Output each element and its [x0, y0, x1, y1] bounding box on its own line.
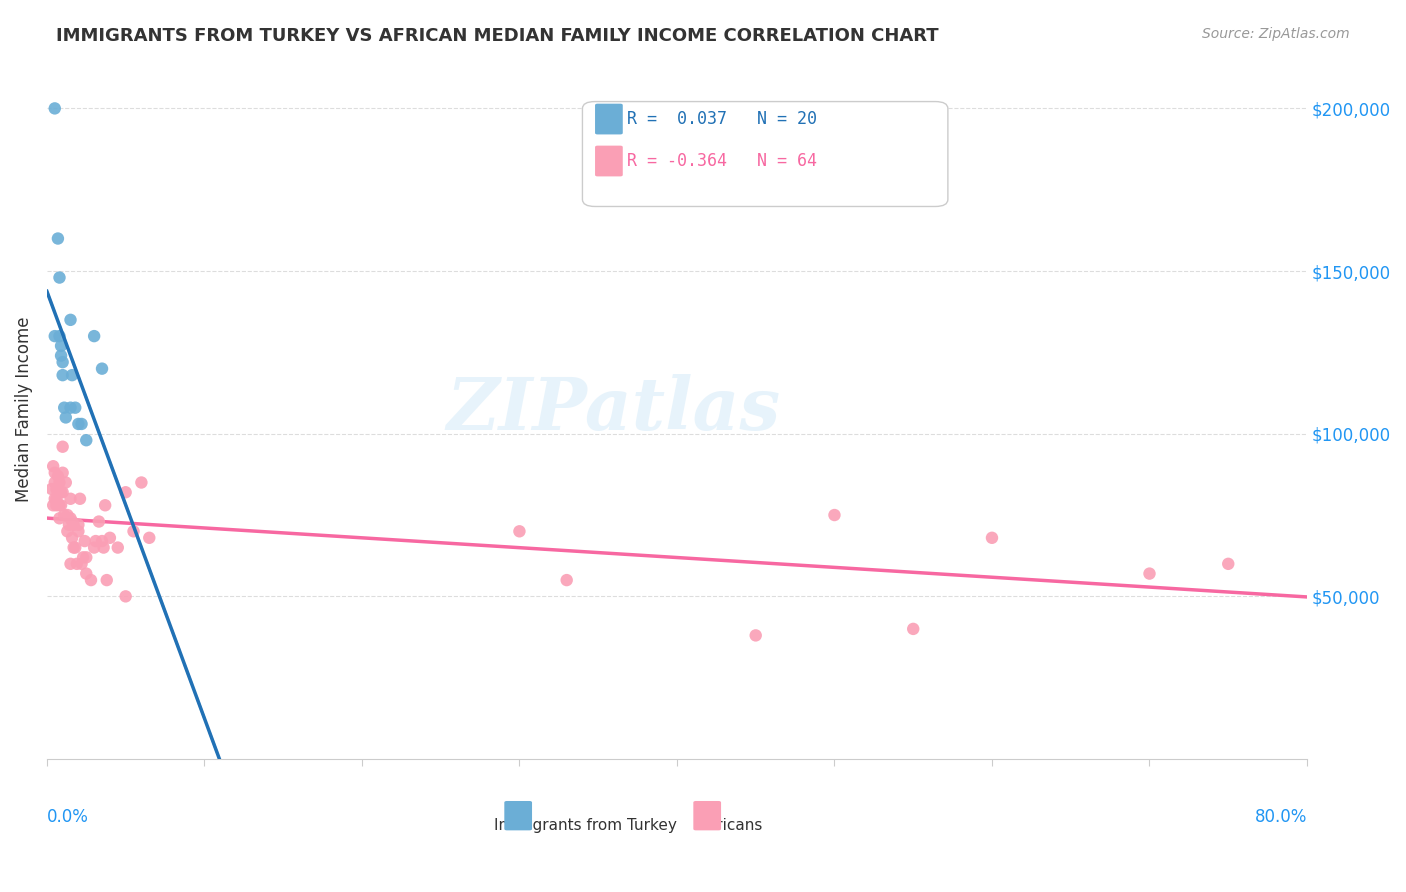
Point [91, 361, 114, 376]
Text: R = -0.364   N = 64: R = -0.364 N = 64 [627, 152, 817, 170]
Point [44, 329, 66, 343]
Point [60, 531, 83, 545]
Point [44, 475, 66, 490]
Point [49, 339, 72, 353]
Point [49, 349, 72, 363]
Point [62, 517, 84, 532]
Point [73, 534, 96, 549]
Point [44, 466, 66, 480]
Point [45, 498, 67, 512]
Point [508, 524, 530, 539]
Point [49, 498, 72, 512]
Point [1139, 566, 1161, 581]
Point [96, 573, 118, 587]
Point [903, 622, 925, 636]
Point [80, 573, 103, 587]
FancyBboxPatch shape [582, 102, 948, 206]
Point [52, 355, 75, 369]
Point [83, 541, 105, 555]
Point [70, 417, 93, 431]
Point [69, 491, 91, 506]
Point [44, 491, 66, 506]
Point [49, 485, 72, 500]
Point [60, 515, 83, 529]
Point [824, 508, 846, 522]
Point [48, 498, 70, 512]
Text: R =  0.037   N = 20: R = 0.037 N = 20 [627, 110, 817, 128]
Text: Immigrants from Turkey: Immigrants from Turkey [494, 819, 676, 833]
FancyBboxPatch shape [595, 145, 623, 177]
Point [52, 440, 75, 454]
Point [72, 550, 94, 565]
Text: Africans: Africans [702, 819, 763, 833]
Point [44, 102, 66, 116]
Point [52, 485, 75, 500]
FancyBboxPatch shape [693, 801, 721, 830]
Point [70, 557, 93, 571]
Point [48, 270, 70, 285]
Point [52, 368, 75, 383]
Point [981, 531, 1004, 545]
Point [48, 475, 70, 490]
Point [46, 482, 69, 496]
Text: Source: ZipAtlas.com: Source: ZipAtlas.com [1202, 27, 1350, 41]
Point [55, 410, 77, 425]
Y-axis label: Median Family Income: Median Family Income [15, 317, 32, 502]
Point [53, 401, 76, 415]
Point [67, 417, 90, 431]
Point [59, 491, 82, 506]
Point [83, 329, 105, 343]
Text: 0.0%: 0.0% [46, 808, 89, 826]
Point [744, 628, 766, 642]
Point [59, 401, 82, 415]
Point [48, 329, 70, 343]
Point [60, 368, 83, 383]
Point [58, 517, 80, 532]
Point [59, 511, 82, 525]
FancyBboxPatch shape [505, 801, 531, 830]
Point [52, 466, 75, 480]
Point [555, 573, 578, 587]
Point [98, 531, 121, 545]
Point [66, 557, 89, 571]
Point [65, 541, 87, 555]
Point [59, 557, 82, 571]
Point [1218, 557, 1240, 571]
Point [91, 534, 114, 549]
Point [107, 541, 129, 555]
Point [114, 590, 136, 604]
Point [45, 482, 67, 496]
Point [55, 475, 77, 490]
Point [67, 517, 90, 532]
Point [75, 550, 97, 565]
Point [48, 511, 70, 525]
Point [56, 508, 79, 522]
Point [46, 231, 69, 245]
Point [62, 541, 84, 555]
Point [42, 459, 65, 474]
Point [131, 475, 153, 490]
Point [59, 313, 82, 327]
Point [87, 515, 110, 529]
Point [75, 434, 97, 448]
Point [46, 469, 69, 483]
Point [45, 491, 67, 506]
Point [93, 541, 115, 555]
Point [75, 566, 97, 581]
Text: ZIPatlas: ZIPatlas [447, 374, 780, 445]
Text: 80.0%: 80.0% [1254, 808, 1308, 826]
Point [53, 508, 76, 522]
Point [114, 485, 136, 500]
Point [65, 401, 87, 415]
Point [84, 534, 107, 549]
Point [41, 482, 63, 496]
Point [122, 524, 145, 539]
Point [42, 498, 65, 512]
Point [56, 524, 79, 539]
Point [138, 531, 160, 545]
FancyBboxPatch shape [595, 103, 623, 135]
Point [94, 498, 117, 512]
Text: IMMIGRANTS FROM TURKEY VS AFRICAN MEDIAN FAMILY INCOME CORRELATION CHART: IMMIGRANTS FROM TURKEY VS AFRICAN MEDIAN… [56, 27, 939, 45]
Point [67, 524, 90, 539]
